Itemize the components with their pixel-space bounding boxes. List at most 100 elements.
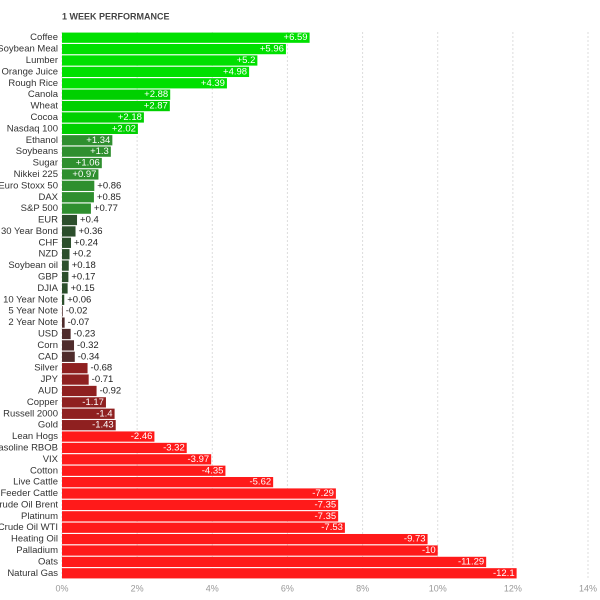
bar — [62, 385, 97, 397]
value-label: +0.97 — [72, 169, 96, 180]
bar — [62, 363, 88, 374]
bar — [62, 226, 76, 237]
bar — [62, 146, 111, 157]
y-tick-label: Soybean oil — [8, 260, 58, 271]
value-label: +0.86 — [97, 180, 121, 191]
value-label: +0.24 — [74, 237, 98, 248]
value-label: +0.2 — [73, 249, 92, 260]
value-label: -0.34 — [78, 351, 100, 362]
value-label: +5.2 — [237, 55, 256, 66]
value-label: +4.98 — [223, 66, 247, 77]
bar — [62, 420, 116, 431]
y-tick-label: Feeder Cattle — [0, 488, 58, 499]
value-label: +0.4 — [80, 215, 99, 226]
value-label: -5.62 — [249, 477, 271, 488]
y-tick-label: 30 Year Bond — [1, 226, 58, 237]
value-label: -0.68 — [91, 363, 113, 374]
y-tick-label: AUD — [38, 385, 58, 396]
y-tick-label: Coffee — [30, 32, 58, 43]
value-label: -3.97 — [188, 454, 210, 465]
bar — [62, 556, 487, 568]
bar — [62, 78, 227, 89]
value-label: -1.17 — [82, 397, 104, 408]
value-label: +1.3 — [90, 146, 109, 157]
value-label: +0.15 — [71, 283, 95, 294]
y-tick-label: CAD — [38, 351, 58, 362]
y-tick-label: VIX — [43, 454, 59, 465]
y-tick-label: Gasoline RBOB — [0, 442, 58, 453]
x-tick-label: 6% — [281, 583, 294, 593]
bar — [62, 340, 75, 351]
bar — [62, 89, 171, 100]
y-tick-label: Russell 2000 — [3, 408, 58, 419]
value-label: +2.18 — [118, 112, 142, 123]
bar — [62, 260, 69, 271]
y-tick-label: Soybean Meal — [0, 44, 58, 55]
value-label: -7.35 — [314, 499, 336, 510]
y-tick-label: Platinum — [21, 511, 58, 522]
bar — [62, 533, 428, 545]
value-label: -7.35 — [314, 511, 336, 522]
x-tick-label: 14% — [579, 583, 597, 593]
value-label: +1.34 — [86, 135, 110, 146]
bar — [62, 408, 115, 419]
y-tick-label: Lean Hogs — [12, 431, 58, 442]
y-tick-label: Copper — [27, 397, 58, 408]
value-label: -0.71 — [92, 374, 114, 385]
y-tick-label: 5 Year Note — [8, 306, 58, 317]
bar — [62, 43, 286, 55]
y-tick-label: Gold — [38, 420, 58, 431]
y-tick-label: Euro Stoxx 50 — [0, 180, 58, 191]
value-label: -4.35 — [202, 465, 224, 476]
y-tick-label: Natural Gas — [7, 568, 58, 579]
y-tick-label: Rough Rice — [8, 78, 58, 89]
x-tick-label: 8% — [356, 583, 369, 593]
bar — [62, 351, 75, 362]
y-tick-label: NZD — [38, 249, 58, 260]
y-tick-label: Silver — [34, 363, 58, 374]
y-tick-label: Ethanol — [26, 135, 58, 146]
bar — [62, 454, 212, 465]
y-tick-label: DAX — [38, 192, 58, 203]
x-tick-label: 2% — [131, 583, 144, 593]
bar — [62, 55, 258, 66]
value-label: -10 — [422, 545, 436, 556]
y-tick-label: 10 Year Note — [3, 294, 58, 305]
x-tick-label: 0% — [55, 583, 68, 593]
y-tick-label: USD — [38, 329, 58, 340]
bar — [62, 203, 91, 214]
bar — [62, 442, 187, 454]
y-tick-label: Sugar — [33, 158, 58, 169]
bar — [62, 374, 89, 385]
y-tick-label: EUR — [38, 215, 58, 226]
bar — [62, 488, 336, 499]
y-tick-label: Oats — [38, 556, 58, 567]
bar — [62, 180, 95, 191]
value-label: -12.1 — [493, 568, 515, 579]
y-tick-label: Heating Oil — [11, 534, 58, 545]
value-label: -0.32 — [77, 340, 99, 351]
bar — [62, 328, 71, 340]
bar — [62, 112, 144, 123]
value-label: +5.96 — [260, 44, 284, 55]
bar — [62, 294, 65, 305]
bar — [62, 499, 339, 511]
bar — [62, 32, 310, 43]
x-tick-label: 4% — [206, 583, 219, 593]
bar — [62, 66, 250, 78]
y-tick-label: S&P 500 — [21, 203, 58, 214]
bar — [62, 397, 106, 408]
x-tick-label: 12% — [504, 583, 522, 593]
bar — [62, 192, 94, 203]
value-label: -11.29 — [458, 556, 484, 567]
bar — [62, 431, 155, 442]
bar — [62, 237, 72, 248]
y-tick-label: Cocoa — [31, 112, 59, 123]
value-label: +0.17 — [71, 272, 95, 283]
value-label: -0.02 — [66, 306, 88, 317]
value-label: -1.4 — [96, 408, 112, 419]
chart-title: 1 WEEK PERFORMANCE — [62, 11, 170, 21]
y-tick-label: 2 Year Note — [8, 317, 58, 328]
bar — [62, 511, 339, 522]
